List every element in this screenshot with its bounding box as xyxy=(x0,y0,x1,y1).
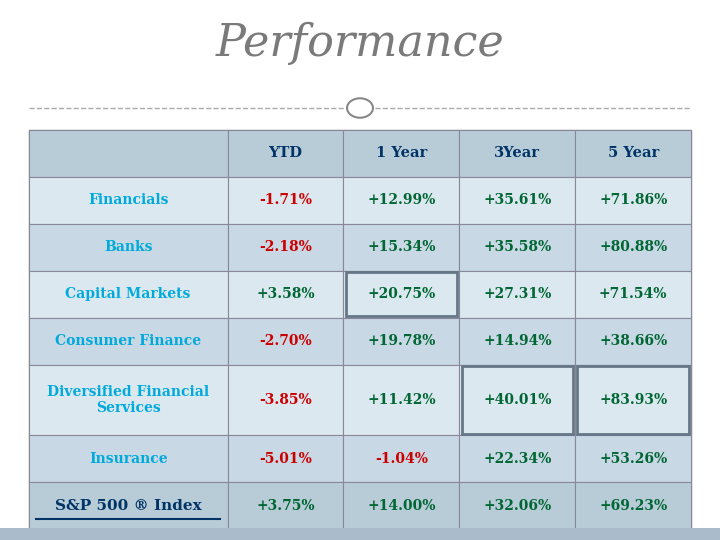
FancyBboxPatch shape xyxy=(459,130,575,177)
Text: +3.75%: +3.75% xyxy=(256,499,315,512)
FancyBboxPatch shape xyxy=(575,318,691,364)
FancyBboxPatch shape xyxy=(29,177,228,224)
FancyBboxPatch shape xyxy=(459,271,575,318)
Text: +15.34%: +15.34% xyxy=(367,240,436,254)
FancyBboxPatch shape xyxy=(459,177,575,224)
Text: YTD: YTD xyxy=(269,146,302,160)
FancyBboxPatch shape xyxy=(575,271,691,318)
Text: +83.93%: +83.93% xyxy=(599,393,667,407)
FancyBboxPatch shape xyxy=(29,271,228,318)
Text: +71.54%: +71.54% xyxy=(599,287,667,301)
FancyBboxPatch shape xyxy=(29,318,228,364)
FancyBboxPatch shape xyxy=(343,224,459,271)
Text: +40.01%: +40.01% xyxy=(483,393,552,407)
FancyBboxPatch shape xyxy=(228,435,343,482)
FancyBboxPatch shape xyxy=(0,528,720,540)
FancyBboxPatch shape xyxy=(228,177,343,224)
FancyBboxPatch shape xyxy=(228,224,343,271)
Text: +20.75%: +20.75% xyxy=(367,287,436,301)
FancyBboxPatch shape xyxy=(575,130,691,177)
Text: 5 Year: 5 Year xyxy=(608,146,659,160)
Text: -2.18%: -2.18% xyxy=(259,240,312,254)
Text: +80.88%: +80.88% xyxy=(599,240,667,254)
FancyBboxPatch shape xyxy=(459,224,575,271)
Text: -5.01%: -5.01% xyxy=(259,451,312,465)
Text: +14.00%: +14.00% xyxy=(367,499,436,512)
FancyBboxPatch shape xyxy=(343,318,459,364)
FancyBboxPatch shape xyxy=(29,482,228,529)
Text: +14.94%: +14.94% xyxy=(483,334,552,348)
Text: +35.58%: +35.58% xyxy=(483,240,552,254)
Text: +11.42%: +11.42% xyxy=(367,393,436,407)
FancyBboxPatch shape xyxy=(343,482,459,529)
FancyBboxPatch shape xyxy=(575,364,691,435)
Text: Insurance: Insurance xyxy=(89,451,168,465)
Text: +53.26%: +53.26% xyxy=(599,451,667,465)
Text: -3.85%: -3.85% xyxy=(259,393,312,407)
FancyBboxPatch shape xyxy=(29,130,228,177)
Text: Performance: Performance xyxy=(215,22,505,65)
FancyBboxPatch shape xyxy=(29,224,228,271)
FancyBboxPatch shape xyxy=(29,435,228,482)
FancyBboxPatch shape xyxy=(575,435,691,482)
Text: -1.04%: -1.04% xyxy=(375,451,428,465)
FancyBboxPatch shape xyxy=(228,130,343,177)
FancyBboxPatch shape xyxy=(459,318,575,364)
Text: Banks: Banks xyxy=(104,240,153,254)
FancyBboxPatch shape xyxy=(459,364,575,435)
Text: +38.66%: +38.66% xyxy=(599,334,667,348)
FancyBboxPatch shape xyxy=(459,435,575,482)
Text: +35.61%: +35.61% xyxy=(483,193,552,207)
FancyBboxPatch shape xyxy=(459,482,575,529)
FancyBboxPatch shape xyxy=(343,364,459,435)
FancyBboxPatch shape xyxy=(228,364,343,435)
Text: +3.58%: +3.58% xyxy=(256,287,315,301)
Text: +27.31%: +27.31% xyxy=(483,287,552,301)
Circle shape xyxy=(347,98,373,118)
FancyBboxPatch shape xyxy=(228,318,343,364)
FancyBboxPatch shape xyxy=(343,271,459,318)
Text: 3Year: 3Year xyxy=(495,146,540,160)
FancyBboxPatch shape xyxy=(343,177,459,224)
Text: Diversified Financial
Services: Diversified Financial Services xyxy=(47,385,210,415)
FancyBboxPatch shape xyxy=(575,482,691,529)
Text: 1 Year: 1 Year xyxy=(376,146,427,160)
FancyBboxPatch shape xyxy=(29,130,691,529)
Text: -1.71%: -1.71% xyxy=(259,193,312,207)
Text: S&P 500 ® Index: S&P 500 ® Index xyxy=(55,499,202,512)
FancyBboxPatch shape xyxy=(575,177,691,224)
FancyBboxPatch shape xyxy=(228,482,343,529)
Text: -2.70%: -2.70% xyxy=(259,334,312,348)
FancyBboxPatch shape xyxy=(29,364,228,435)
FancyBboxPatch shape xyxy=(228,271,343,318)
FancyBboxPatch shape xyxy=(343,435,459,482)
Text: +71.86%: +71.86% xyxy=(599,193,667,207)
Text: Consumer Finance: Consumer Finance xyxy=(55,334,201,348)
Text: +19.78%: +19.78% xyxy=(367,334,436,348)
FancyBboxPatch shape xyxy=(575,224,691,271)
FancyBboxPatch shape xyxy=(343,130,459,177)
Text: Financials: Financials xyxy=(88,193,168,207)
Text: +69.23%: +69.23% xyxy=(599,499,667,512)
Text: +12.99%: +12.99% xyxy=(367,193,436,207)
Text: Capital Markets: Capital Markets xyxy=(66,287,191,301)
Text: +22.34%: +22.34% xyxy=(483,451,552,465)
Text: +32.06%: +32.06% xyxy=(483,499,552,512)
